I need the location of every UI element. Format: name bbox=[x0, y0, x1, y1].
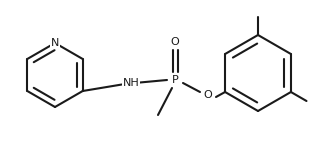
Text: O: O bbox=[171, 37, 180, 47]
Text: N: N bbox=[51, 38, 59, 48]
Text: O: O bbox=[204, 90, 212, 100]
Text: P: P bbox=[172, 75, 178, 85]
Text: NH: NH bbox=[123, 79, 139, 88]
